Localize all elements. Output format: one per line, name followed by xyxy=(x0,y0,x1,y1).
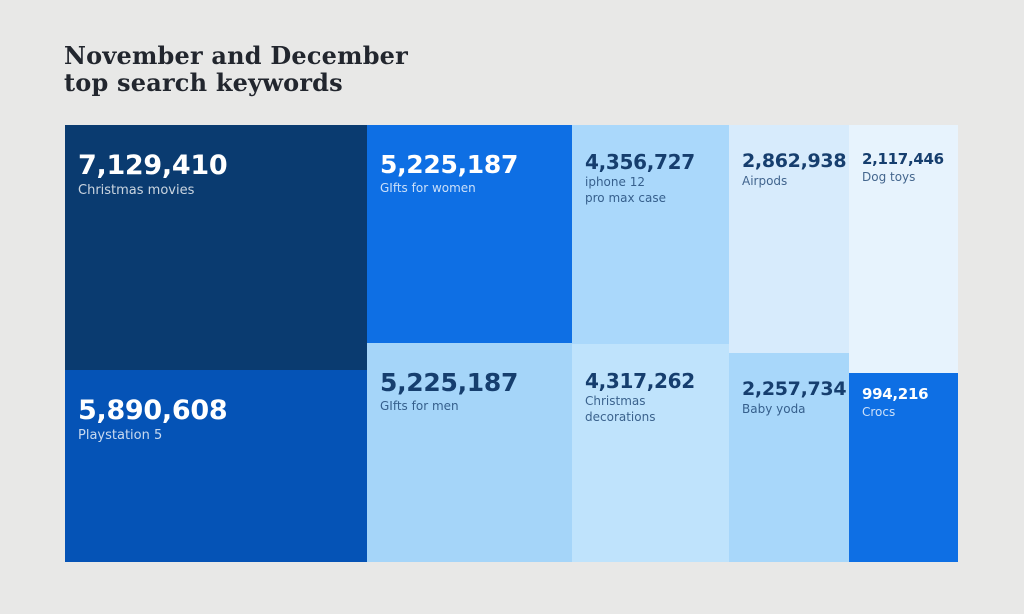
cell-value: 2,862,938 xyxy=(742,150,847,172)
treemap-cell-christmas-decorations[interactable]: 4,317,262 Christmas decorations xyxy=(572,344,729,562)
cell-value: 4,317,262 xyxy=(585,369,695,393)
treemap-cell-crocs[interactable]: 994,216 Crocs xyxy=(849,373,958,562)
cell-label: Playstation 5 xyxy=(78,428,163,444)
treemap-cell-airpods[interactable]: 2,862,938 Airpods xyxy=(729,125,849,353)
cell-value: 2,117,446 xyxy=(862,150,944,168)
cell-label: GIfts for men xyxy=(380,399,459,413)
treemap-cell-christmas-movies[interactable]: 7,129,410 Christmas movies xyxy=(65,125,367,370)
cell-value: 994,216 xyxy=(862,385,929,403)
chart-title: November and December top search keyword… xyxy=(64,41,408,97)
cell-label: iphone 12 pro max case xyxy=(585,175,666,205)
treemap-cell-gifts-for-men[interactable]: 5,225,187 GIfts for men xyxy=(367,343,572,562)
treemap-chart: 7,129,410 Christmas movies 5,890,608 Pla… xyxy=(65,125,958,562)
cell-label: Dog toys xyxy=(862,169,916,184)
treemap-cell-gifts-for-women[interactable]: 5,225,187 GIfts for women xyxy=(367,125,572,343)
cell-label: Christmas movies xyxy=(78,183,195,199)
cell-label: GIfts for women xyxy=(380,181,476,195)
cell-value: 7,129,410 xyxy=(78,150,228,181)
treemap-cell-playstation-5[interactable]: 5,890,608 Playstation 5 xyxy=(65,370,367,562)
treemap-cell-baby-yoda[interactable]: 2,257,734 Baby yoda xyxy=(729,353,849,562)
cell-label: Crocs xyxy=(862,404,896,419)
treemap-cell-iphone-12-pro-max-case[interactable]: 4,356,727 iphone 12 pro max case xyxy=(572,125,729,344)
cell-label: Airpods xyxy=(742,174,788,189)
cell-value: 5,225,187 xyxy=(380,368,519,397)
cell-value: 2,257,734 xyxy=(742,378,847,400)
cell-label: Christmas decorations xyxy=(585,394,656,424)
treemap-cell-dog-toys[interactable]: 2,117,446 Dog toys xyxy=(849,125,958,373)
cell-label: Baby yoda xyxy=(742,402,806,417)
cell-value: 4,356,727 xyxy=(585,150,695,174)
cell-value: 5,890,608 xyxy=(78,395,228,426)
cell-value: 5,225,187 xyxy=(380,150,519,179)
